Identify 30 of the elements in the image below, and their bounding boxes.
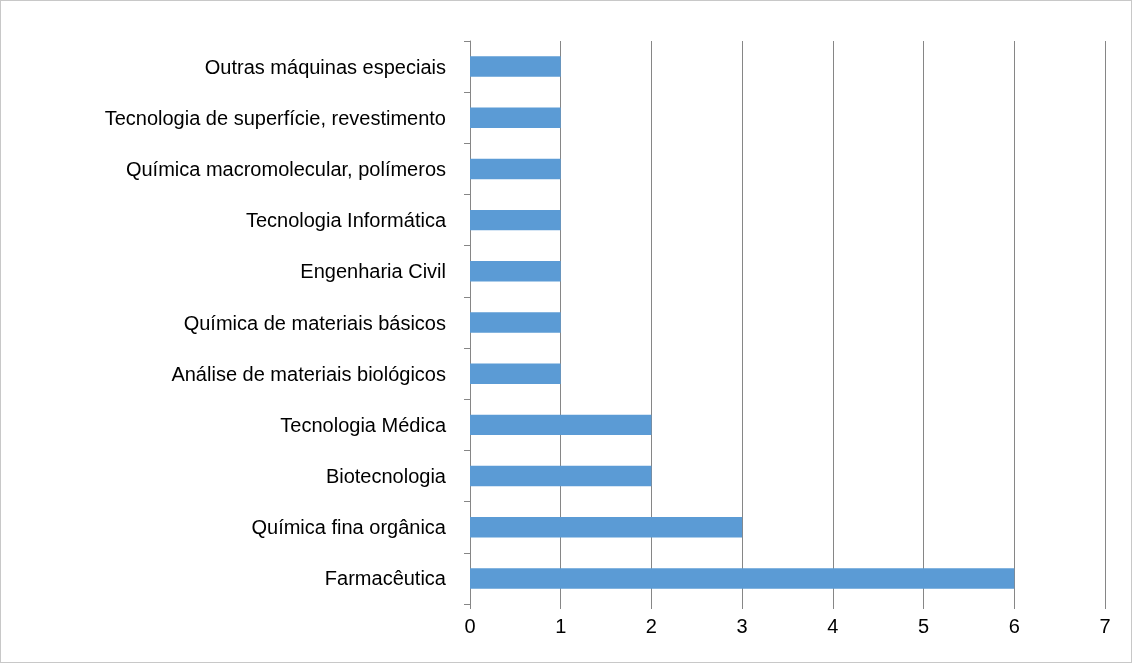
x-tick-label: 2: [645, 615, 657, 637]
y-tick-label: Química macromolecular, polímeros: [125, 157, 446, 180]
y-tick-label: Outras máquinas especiais: [204, 55, 446, 78]
y-tick-label: Tecnologia de superfície, revestimento: [104, 106, 446, 129]
y-tick-label: Química fina orgânica: [251, 516, 447, 539]
x-tick-label: 3: [736, 615, 748, 637]
bar: [470, 312, 561, 333]
bar: [470, 107, 561, 129]
y-tick-label: Tecnologia Médica: [280, 413, 447, 436]
bar: [470, 465, 652, 487]
bar: [470, 261, 561, 282]
bar: [470, 414, 652, 436]
bar: [470, 516, 743, 538]
bar: [470, 56, 561, 77]
bar: [470, 158, 561, 180]
y-tick-label: Química de materiais básicos: [183, 311, 446, 334]
y-tick-label: Análise de materiais biológicos: [171, 362, 446, 385]
y-tick-label: Farmacêutica: [324, 567, 447, 590]
x-tick-label: 4: [827, 615, 839, 637]
bar: [470, 568, 1015, 589]
x-tick-label: 5: [918, 615, 930, 637]
x-tick-label: 0: [464, 615, 476, 637]
x-tick-label: 6: [1008, 615, 1020, 637]
x-tick-label: 7: [1099, 615, 1111, 637]
bar: [470, 209, 561, 231]
y-tick-label: Engenharia Civil: [300, 260, 446, 283]
bar: [470, 363, 561, 384]
y-tick-label: Biotecnologia: [325, 465, 447, 488]
x-tick-label: 1: [555, 615, 567, 637]
y-tick-label: Tecnologia Informática: [245, 209, 447, 232]
